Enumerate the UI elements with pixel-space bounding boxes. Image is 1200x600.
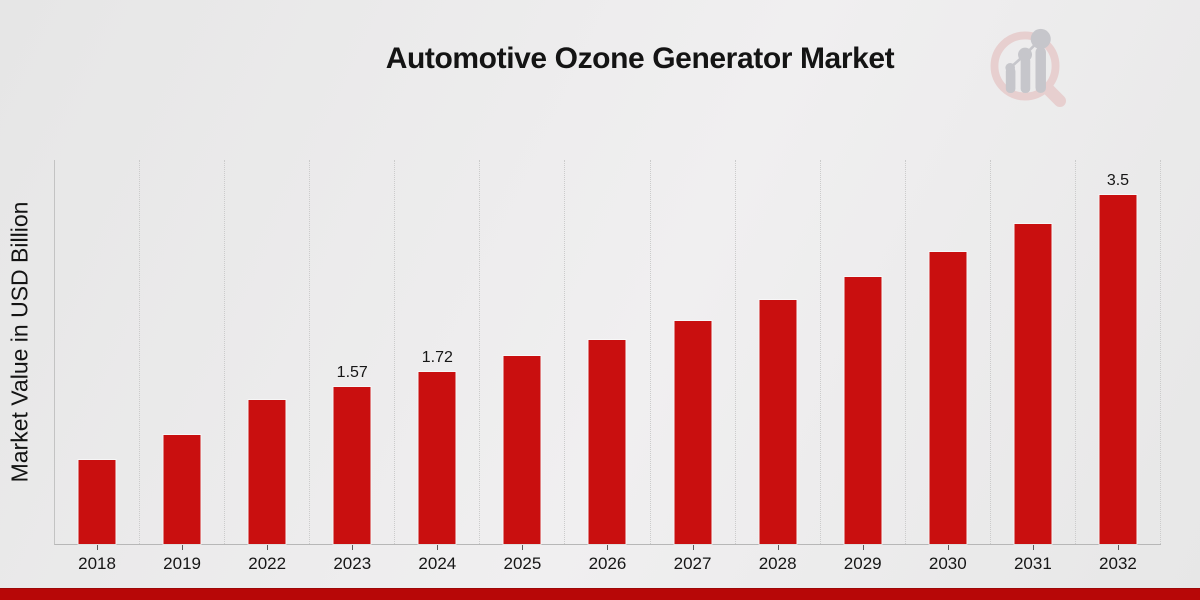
x-axis-tick <box>1032 545 1034 550</box>
category-column: 2031 <box>991 160 1076 573</box>
x-tick-label: 2023 <box>333 554 372 573</box>
x-axis-tick <box>777 545 779 550</box>
x-axis-tick <box>607 545 609 550</box>
x-tick-label: 2027 <box>673 554 712 573</box>
x-axis-tick <box>862 545 864 550</box>
y-axis-label: Market Value in USD Billion <box>6 201 33 483</box>
x-axis-tick <box>182 545 184 550</box>
x-tick-label: 2018 <box>78 554 116 573</box>
bar <box>418 372 456 544</box>
x-axis-tick <box>1117 545 1119 550</box>
x-tick-label: 2030 <box>928 554 967 573</box>
x-tick-label: 2019 <box>163 554 202 573</box>
x-axis-tick <box>352 545 354 550</box>
bar <box>588 340 626 544</box>
x-tick-label: 2026 <box>588 554 627 573</box>
bar <box>759 300 797 544</box>
category-column: 2030 <box>906 160 991 573</box>
bar-value-label: 1.57 <box>336 364 368 381</box>
bar <box>1014 224 1052 544</box>
bar <box>503 356 541 544</box>
x-tick-label: 2028 <box>758 554 797 573</box>
magnifier-ring-icon <box>990 31 1060 101</box>
bar <box>929 252 967 544</box>
x-axis-tick <box>267 545 269 550</box>
category-column: 2029 <box>821 160 906 573</box>
x-axis-tick <box>97 545 99 550</box>
plot-area: 2018 2019 2022 1.57 2023 1.72 2024 2025 2026 2027… <box>54 160 1161 573</box>
logo-bar-medium-icon <box>1020 56 1031 94</box>
category-column: 2027 <box>651 160 736 573</box>
x-tick-label: 2025 <box>503 554 542 573</box>
category-column: 2026 <box>565 160 651 573</box>
logo-dot-medium-icon <box>1018 47 1032 62</box>
x-axis-tick <box>692 545 694 550</box>
logo-bar-tall-icon <box>1035 46 1046 94</box>
category-column: 1.72 2024 <box>395 160 481 573</box>
logo-dot-large-icon <box>1030 28 1051 49</box>
bar-value-label: 1.72 <box>421 349 453 366</box>
x-tick-label: 2024 <box>418 554 457 573</box>
category-column: 2018 <box>55 160 141 573</box>
bar <box>333 387 371 544</box>
bar <box>163 435 201 544</box>
category-column: 2022 <box>225 160 311 573</box>
category-column: 3.5 2032 <box>1076 160 1161 573</box>
category-column: 1.57 2023 <box>310 160 396 573</box>
logo-bar-small-icon <box>1005 66 1016 94</box>
x-axis-tick <box>947 545 949 550</box>
bar <box>674 321 712 544</box>
bar <box>78 460 116 544</box>
category-column: 2019 <box>140 160 226 573</box>
bar <box>844 277 882 544</box>
mrfr-magnifier-chart-logo <box>990 28 1067 108</box>
x-axis-tick <box>437 545 439 550</box>
footer-brand-strip <box>0 588 1200 600</box>
x-tick-label: 2032 <box>1099 554 1137 573</box>
bar <box>248 400 286 544</box>
x-tick-label: 2029 <box>843 554 882 573</box>
bar-value-label: 3.5 <box>1106 172 1130 189</box>
category-column: 2025 <box>480 160 566 573</box>
x-tick-label: 2031 <box>1013 554 1052 573</box>
x-tick-label: 2022 <box>248 554 287 573</box>
logo-dot-small-icon <box>1005 62 1015 73</box>
bar <box>1099 195 1137 544</box>
category-column: 2028 <box>736 160 821 573</box>
x-axis-tick <box>522 545 524 550</box>
chart-title: Automotive Ozone Generator Market <box>385 42 895 75</box>
magnifier-handle-icon <box>1041 82 1067 108</box>
